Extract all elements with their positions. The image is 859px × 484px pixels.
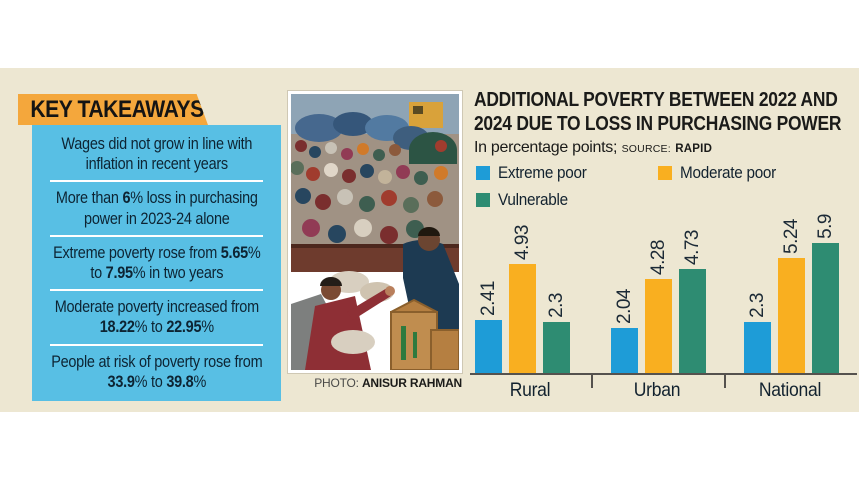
bar-value-label: 4.28 xyxy=(648,240,669,275)
takeaway-item: More than 6% loss in purchasing power in … xyxy=(55,189,258,228)
legend-item: Moderate poor xyxy=(658,163,856,183)
bar-group-national: 2.3 5.24 5.9 xyxy=(744,207,839,373)
chart-unit-note: In percentage points; xyxy=(474,139,618,156)
category-label-urban: Urban xyxy=(633,379,681,401)
key-takeaways-header: KEY TAKEAWAYS xyxy=(18,94,208,125)
bar-group-urban: 2.04 4.28 4.73 xyxy=(611,207,706,373)
beige-panel: KEY TAKEAWAYS Wages did not grow in line… xyxy=(0,68,859,412)
legend-label: Extreme poor xyxy=(498,163,587,182)
chart-title-line1: ADDITIONAL POVERTY BETWEEN 2022 AND xyxy=(474,88,838,111)
bar-column: 2.3 xyxy=(543,207,570,373)
category-label-national: National xyxy=(758,379,822,401)
bar-column: 5.9 xyxy=(812,207,839,373)
axis-tick xyxy=(724,375,726,388)
bar-column: 5.24 xyxy=(778,207,805,373)
legend-label: Vulnerable xyxy=(498,190,568,209)
takeaways-list: Wages did not grow in line with inflation… xyxy=(32,125,281,401)
takeaway-item: Moderate poverty increased from 18.22% to… xyxy=(54,298,259,337)
bar-column: 4.93 xyxy=(509,207,536,373)
bar-value-label: 5.9 xyxy=(815,214,836,239)
bar-extreme-poor xyxy=(475,320,502,373)
category-axis: Rural Urban National xyxy=(470,379,857,401)
bar-moderate-poor xyxy=(645,279,672,373)
chart-title-line2: 2024 DUE TO LOSS IN PURCHASING POWER xyxy=(474,112,842,135)
divider xyxy=(50,180,263,183)
bar-value-label: 4.73 xyxy=(682,230,703,265)
bar-moderate-poor xyxy=(778,258,805,373)
divider xyxy=(50,343,263,346)
chart-legend: Extreme poor Moderate poor Vulnerable xyxy=(476,163,856,210)
chart-source: RAPID xyxy=(675,143,713,155)
bar-column: 4.73 xyxy=(679,207,706,373)
bar-value-label: 5.24 xyxy=(781,219,802,254)
photo-caption-credit: ANISUR RAHMAN xyxy=(361,376,462,390)
takeaway-item: Extreme poverty rose from 5.65% to 7.95% … xyxy=(52,243,261,282)
legend-swatch xyxy=(658,166,672,180)
chart-subtitle: In percentage points; SOURCE: RAPID xyxy=(474,139,712,157)
legend-swatch xyxy=(476,166,490,180)
bar-extreme-poor xyxy=(611,328,638,373)
bar-value-label: 2.41 xyxy=(478,281,499,316)
takeaway-item: Wages did not grow in line with inflation… xyxy=(61,135,252,174)
bar-vulnerable xyxy=(812,243,839,373)
takeaway-item: People at risk of poverty rose from 33.9%… xyxy=(50,352,263,391)
bar-vulnerable xyxy=(679,269,706,373)
bar-column: 4.28 xyxy=(645,207,672,373)
legend-label: Moderate poor xyxy=(680,163,777,182)
chart-source-label: SOURCE: xyxy=(621,143,671,155)
bar-vulnerable xyxy=(543,322,570,373)
bar-value-label: 2.3 xyxy=(747,293,768,318)
photo-caption: PHOTO: ANISUR RAHMAN xyxy=(288,376,462,390)
legend-item: Extreme poor xyxy=(476,163,658,183)
bar-column: 2.3 xyxy=(744,207,771,373)
axis-tick xyxy=(591,375,593,388)
bar-column: 2.04 xyxy=(611,207,638,373)
bar-moderate-poor xyxy=(509,264,536,373)
bar-value-label: 4.93 xyxy=(512,225,533,260)
chart-title: ADDITIONAL POVERTY BETWEEN 2022 AND 2024… xyxy=(474,88,859,136)
category-label-rural: Rural xyxy=(509,379,551,401)
photo-caption-label: PHOTO: xyxy=(314,376,359,390)
photo xyxy=(287,90,463,374)
bar-extreme-poor xyxy=(744,322,771,373)
legend-swatch xyxy=(476,193,490,207)
key-takeaways-title: KEY TAKEAWAYS xyxy=(30,96,204,123)
divider xyxy=(50,289,263,292)
bar-group-rural: 2.41 4.93 2.3 xyxy=(475,207,570,373)
x-axis-line xyxy=(470,373,857,375)
bar-column: 2.41 xyxy=(475,207,502,373)
bar-chart: 2.41 4.93 2.3 2.04 4.28 4.73 2.3 5.24 5.9 xyxy=(470,205,857,388)
photo-illustration xyxy=(291,94,459,370)
legend-item: Vulnerable xyxy=(476,190,658,210)
bar-value-label: 2.3 xyxy=(546,293,567,318)
bar-value-label: 2.04 xyxy=(614,289,635,324)
divider xyxy=(50,234,263,237)
